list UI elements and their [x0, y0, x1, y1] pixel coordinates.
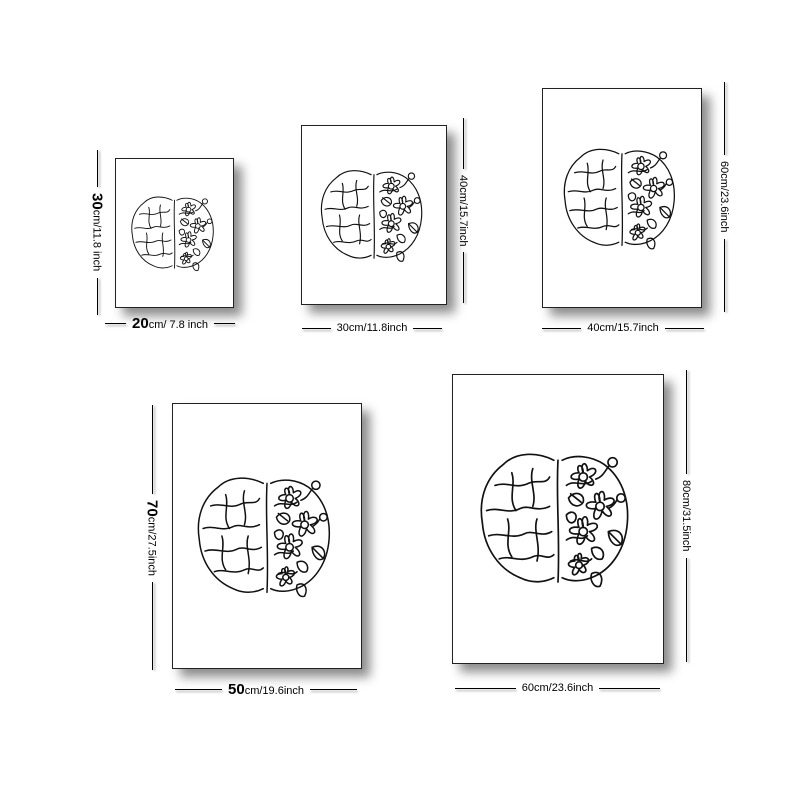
width-number: 50 — [228, 680, 245, 698]
brain-flower-artwork — [543, 89, 701, 307]
dimension-line — [462, 118, 464, 169]
artwork-canvas-20x30 — [115, 158, 234, 308]
width-label: 60cm/23.6inch — [521, 682, 594, 694]
dimension-line — [214, 322, 235, 324]
width-unit: cm/ 7.8 inch — [148, 318, 208, 331]
width-label: 40cm/15.7inch — [587, 322, 659, 334]
artwork-canvas-30x40 — [301, 125, 447, 305]
dimension-line — [455, 687, 516, 689]
width-label: 30cm/11.8inch — [336, 322, 408, 334]
dimension-line — [723, 238, 725, 313]
dimension-line — [151, 581, 153, 670]
height-unit: cm/11.8 inch — [90, 210, 103, 272]
artwork-canvas-60x80 — [452, 374, 664, 664]
dimension-line — [96, 150, 98, 188]
dimension-line — [462, 252, 464, 304]
height-dimension-60x80: 80cm/31.5inch — [678, 370, 694, 663]
dimension-line — [413, 327, 443, 329]
dimension-line — [723, 82, 725, 156]
height-number: 30 — [88, 193, 106, 211]
dimension-line — [685, 370, 687, 475]
brain-flower-artwork — [453, 375, 663, 663]
width-dimension-40x60: 40cm/15.7inch — [542, 320, 705, 336]
height-label: 40cm/15.7inch — [457, 174, 469, 247]
brain-flower-artwork — [173, 404, 361, 668]
dimension-line — [96, 277, 98, 315]
dimension-line — [151, 405, 153, 494]
dimension-line — [542, 327, 582, 329]
dimension-line — [599, 687, 661, 689]
brain-flower-artwork — [116, 159, 233, 307]
dimension-line — [685, 557, 687, 663]
artwork-canvas-40x60 — [542, 88, 702, 308]
height-dimension-20x30: 30cm/11.8 inch — [88, 150, 106, 315]
dimension-line — [302, 327, 331, 329]
height-dimension-40x60: 60cm/23.6inch — [716, 82, 732, 313]
height-number: 70 — [143, 499, 161, 517]
height-dimension-50x70: 70cm/27.5inch — [143, 405, 161, 670]
dimension-line — [175, 688, 222, 690]
width-dimension-50x70: 50cm/19.6inch — [175, 680, 357, 698]
artwork-canvas-50x70 — [172, 403, 362, 669]
dimension-line — [664, 327, 705, 329]
height-label: 60cm/23.6inch — [718, 161, 730, 233]
height-label: 80cm/31.5inch — [680, 480, 692, 552]
width-dimension-60x80: 60cm/23.6inch — [455, 680, 661, 696]
width-unit: cm/19.6inch — [244, 684, 304, 697]
height-dimension-30x40: 40cm/15.7inch — [455, 118, 471, 304]
width-number: 20 — [132, 314, 149, 332]
dimension-line — [310, 688, 357, 690]
height-unit: cm/27.5inch — [145, 516, 158, 576]
brain-flower-artwork — [302, 126, 446, 304]
width-dimension-30x40: 30cm/11.8inch — [302, 320, 443, 336]
dimension-line — [105, 322, 126, 324]
width-dimension-20x30: 20cm/ 7.8 inch — [105, 314, 235, 332]
